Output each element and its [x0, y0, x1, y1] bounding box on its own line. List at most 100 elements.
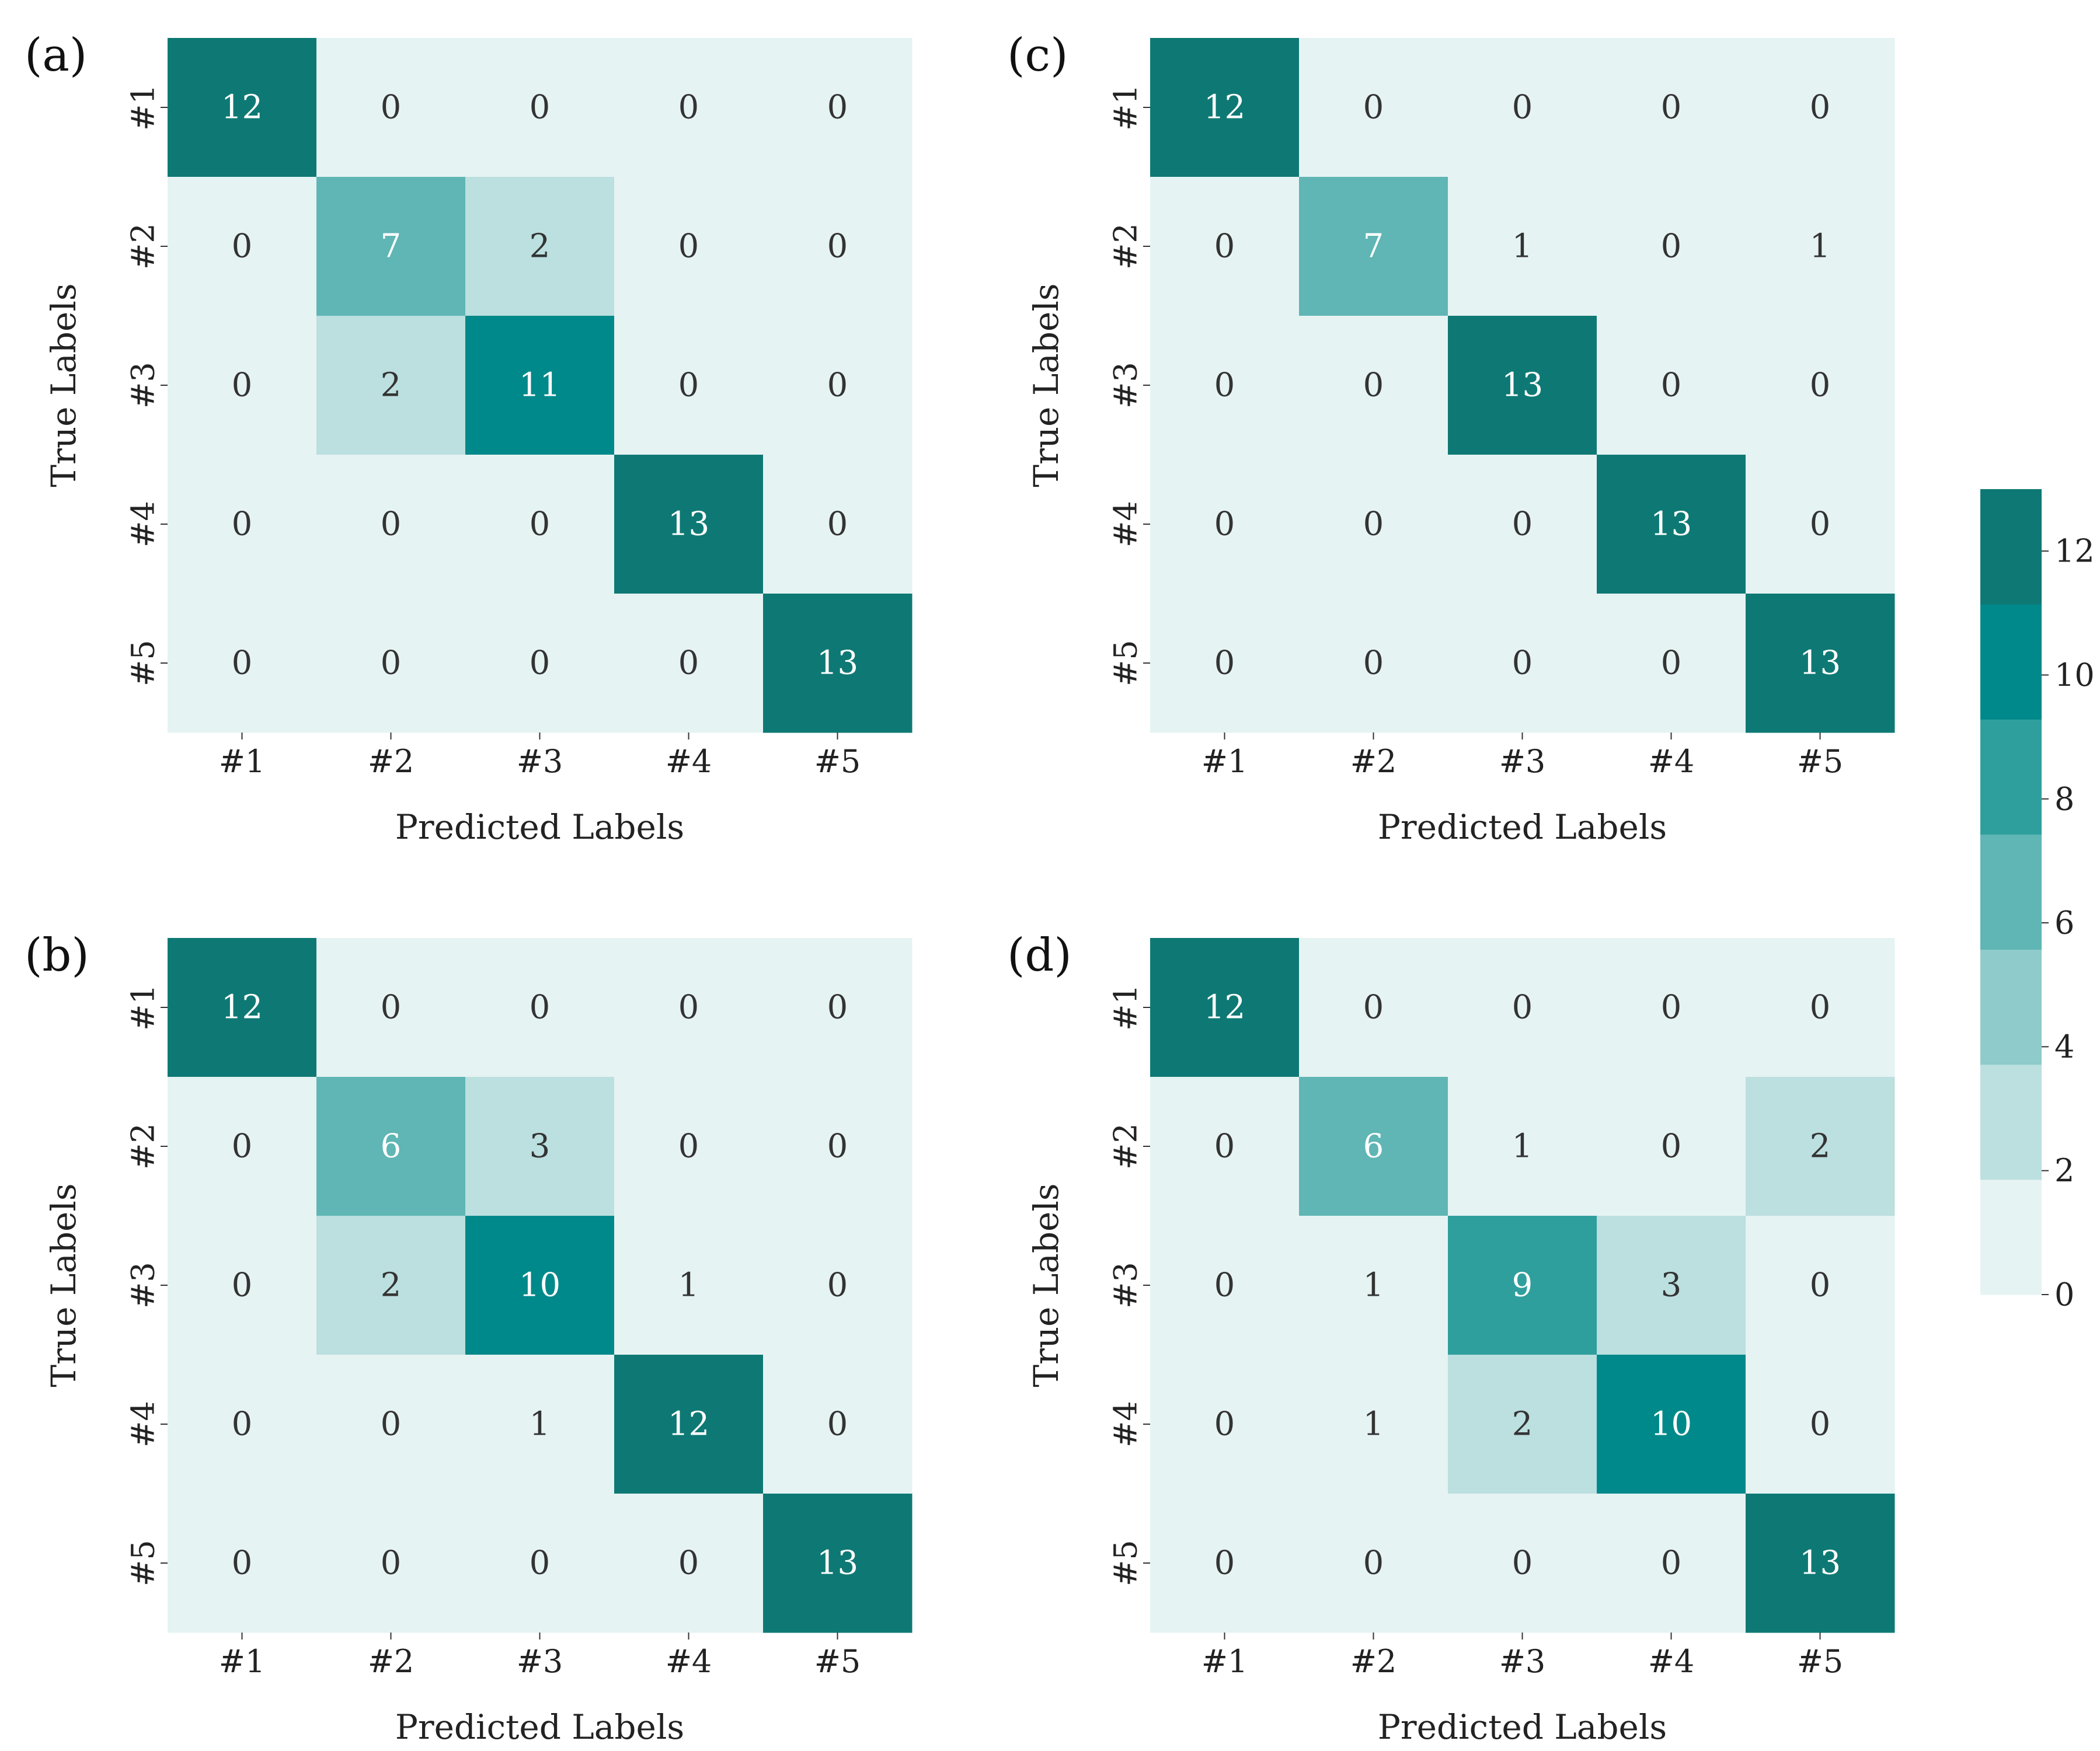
- heatmap-cell: [1597, 316, 1746, 455]
- heatmap-cell: [614, 38, 764, 177]
- heatmap-cell: [1448, 455, 1597, 594]
- y-tick-label: #1: [1108, 984, 1144, 1031]
- x-tick-label: #5: [814, 1643, 861, 1680]
- cell-value-label: 13: [1799, 1544, 1841, 1582]
- cell-value-label: 0: [1214, 644, 1235, 682]
- heatmap-cell: [1299, 594, 1448, 733]
- cell-value-label: 0: [1661, 228, 1682, 266]
- y-axis-label: True Labels: [44, 283, 83, 487]
- heatmap-panel-a: 12 0 0 0 0 0 7 2 0 0 0 2 11 0 0 0 0 0 13 0 0 0 0 0 13 #1 #2 #3 #4 #5 #…: [25, 29, 913, 847]
- heatmap-cell: [1150, 594, 1300, 733]
- heatmap-cell: [168, 177, 317, 316]
- colorbar-tick-label: 2: [2054, 1152, 2074, 1189]
- cell-value-label: 0: [530, 1544, 551, 1582]
- colorbar-tick-label: 8: [2054, 780, 2074, 817]
- heatmap-cell: [316, 594, 466, 733]
- heatmap-cell: [1150, 316, 1300, 455]
- cell-value-label: 0: [1512, 89, 1533, 127]
- heatmap-cell: [168, 1077, 317, 1216]
- cell-value-label: 0: [1810, 505, 1831, 543]
- heatmap-cell: [465, 938, 615, 1077]
- cell-value-label: 2: [381, 367, 402, 404]
- heatmap-cell: [316, 177, 466, 316]
- y-tick-label: #2: [1108, 223, 1144, 270]
- y-tick-label: #3: [1108, 1262, 1144, 1309]
- x-tick-label: #2: [1350, 743, 1397, 780]
- colorbar-tick-label: 6: [2054, 905, 2074, 941]
- cell-value-label: 0: [1512, 989, 1533, 1027]
- heatmap-cell: [1299, 316, 1448, 455]
- heatmap-cell: [1448, 1494, 1597, 1633]
- cell-value-label: 13: [817, 644, 858, 682]
- x-tick-label: #5: [1797, 743, 1844, 780]
- heatmap-cell: [763, 316, 913, 455]
- cell-value-label: 0: [1810, 89, 1831, 127]
- cell-value-label: 13: [1502, 367, 1543, 404]
- y-tick-label: #1: [125, 84, 162, 131]
- cell-value-label: 0: [827, 1405, 848, 1443]
- cell-value-label: 0: [1512, 505, 1533, 543]
- heatmap-cell: [316, 38, 466, 177]
- panel-label: (a): [25, 29, 87, 82]
- heatmap-cell: [614, 455, 764, 594]
- cell-value-label: 2: [381, 1267, 402, 1304]
- cell-value-label: 0: [1512, 1544, 1533, 1582]
- heatmap-cell: [465, 594, 615, 733]
- cell-value-label: 12: [1204, 989, 1245, 1027]
- cell-value-label: 0: [232, 1405, 253, 1443]
- y-tick-label: #4: [1108, 501, 1144, 547]
- cell-value-label: 0: [1661, 644, 1682, 682]
- colorbar-tick-label: 10: [2054, 657, 2095, 693]
- heatmap-cell: [1746, 1077, 1895, 1216]
- y-tick-label: #5: [1108, 1540, 1144, 1586]
- heatmap-panel-c: 12 0 0 0 0 0 7 1 0 1 0 0 13 0 0 0 0 0 13 0 0 0 0 0 13 #1 #2 #3 #4 #5 #…: [1007, 29, 1895, 847]
- panel-label: (b): [25, 929, 89, 982]
- x-tick-label: #2: [368, 1643, 415, 1680]
- colorbar-segment: [1980, 604, 2042, 720]
- cell-value-label: 13: [1650, 505, 1692, 543]
- heatmap-cell: [763, 1077, 913, 1216]
- heatmap-cell: [1746, 594, 1895, 733]
- y-axis-label: True Labels: [44, 1183, 83, 1387]
- panel-label: (d): [1007, 929, 1072, 982]
- heatmap-cell: [465, 455, 615, 594]
- heatmap-cell: [1746, 316, 1895, 455]
- y-tick-label: #5: [125, 640, 162, 686]
- cell-value-label: 0: [1363, 644, 1384, 682]
- cell-value-label: 10: [1650, 1405, 1692, 1443]
- cell-value-label: 0: [1810, 367, 1831, 404]
- heatmap-cell: [763, 38, 913, 177]
- cell-value-label: 2: [1512, 1405, 1533, 1443]
- x-tick-label: #1: [1202, 1643, 1248, 1680]
- heatmap-cell: [316, 938, 466, 1077]
- heatmap-cell: [763, 594, 913, 733]
- cell-value-label: 0: [381, 1405, 402, 1443]
- cell-value-label: 0: [1661, 367, 1682, 404]
- cell-value-label: 0: [232, 505, 253, 543]
- heatmap-cell: [316, 455, 466, 594]
- cell-value-label: 0: [678, 1544, 699, 1582]
- heatmap-cell: [1746, 455, 1895, 594]
- heatmap-cell: [763, 455, 913, 594]
- x-tick-label: #3: [517, 743, 563, 780]
- heatmap-cell: [168, 38, 317, 177]
- y-tick-label: #2: [1108, 1123, 1144, 1170]
- cell-value-label: 0: [678, 1128, 699, 1166]
- cell-value-label: 9: [1512, 1267, 1533, 1304]
- heatmap-cell: [1299, 455, 1448, 594]
- heatmap-cell: [1448, 594, 1597, 733]
- heatmap-cell: [316, 316, 466, 455]
- cell-value-label: 0: [1363, 1544, 1384, 1582]
- cell-value-label: 0: [530, 644, 551, 682]
- cell-value-label: 0: [381, 989, 402, 1027]
- cell-value-label: 0: [1810, 1405, 1831, 1443]
- heatmap-cell: [1597, 38, 1746, 177]
- heatmap-cell: [316, 1494, 466, 1633]
- heatmap-cell: [763, 938, 913, 1077]
- heatmap-cell: [1150, 38, 1300, 177]
- heatmap-cell: [465, 1216, 615, 1355]
- cell-value-label: 12: [221, 989, 263, 1027]
- cell-value-label: 2: [1810, 1128, 1831, 1166]
- cell-value-label: 0: [678, 367, 699, 404]
- heatmap-cell: [1448, 316, 1597, 455]
